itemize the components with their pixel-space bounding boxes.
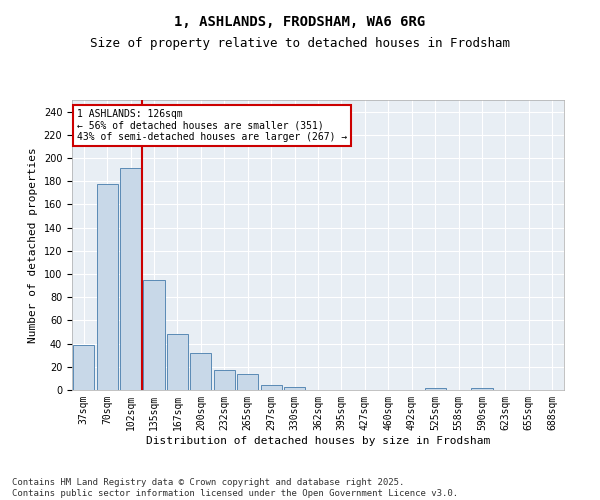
Text: 1, ASHLANDS, FRODSHAM, WA6 6RG: 1, ASHLANDS, FRODSHAM, WA6 6RG — [175, 15, 425, 29]
Text: 1 ASHLANDS: 126sqm
← 56% of detached houses are smaller (351)
43% of semi-detach: 1 ASHLANDS: 126sqm ← 56% of detached hou… — [77, 108, 347, 142]
Text: Contains HM Land Registry data © Crown copyright and database right 2025.
Contai: Contains HM Land Registry data © Crown c… — [12, 478, 458, 498]
Bar — [284, 386, 305, 390]
Bar — [97, 184, 118, 390]
Y-axis label: Number of detached properties: Number of detached properties — [28, 147, 38, 343]
Text: Size of property relative to detached houses in Frodsham: Size of property relative to detached ho… — [90, 38, 510, 51]
Bar — [472, 388, 493, 390]
Bar — [190, 353, 211, 390]
Bar — [237, 374, 258, 390]
Bar — [143, 280, 164, 390]
Bar — [260, 386, 281, 390]
Bar — [120, 168, 141, 390]
Bar — [167, 334, 188, 390]
Bar — [73, 345, 94, 390]
Bar — [425, 388, 446, 390]
Bar — [214, 370, 235, 390]
X-axis label: Distribution of detached houses by size in Frodsham: Distribution of detached houses by size … — [146, 436, 490, 446]
